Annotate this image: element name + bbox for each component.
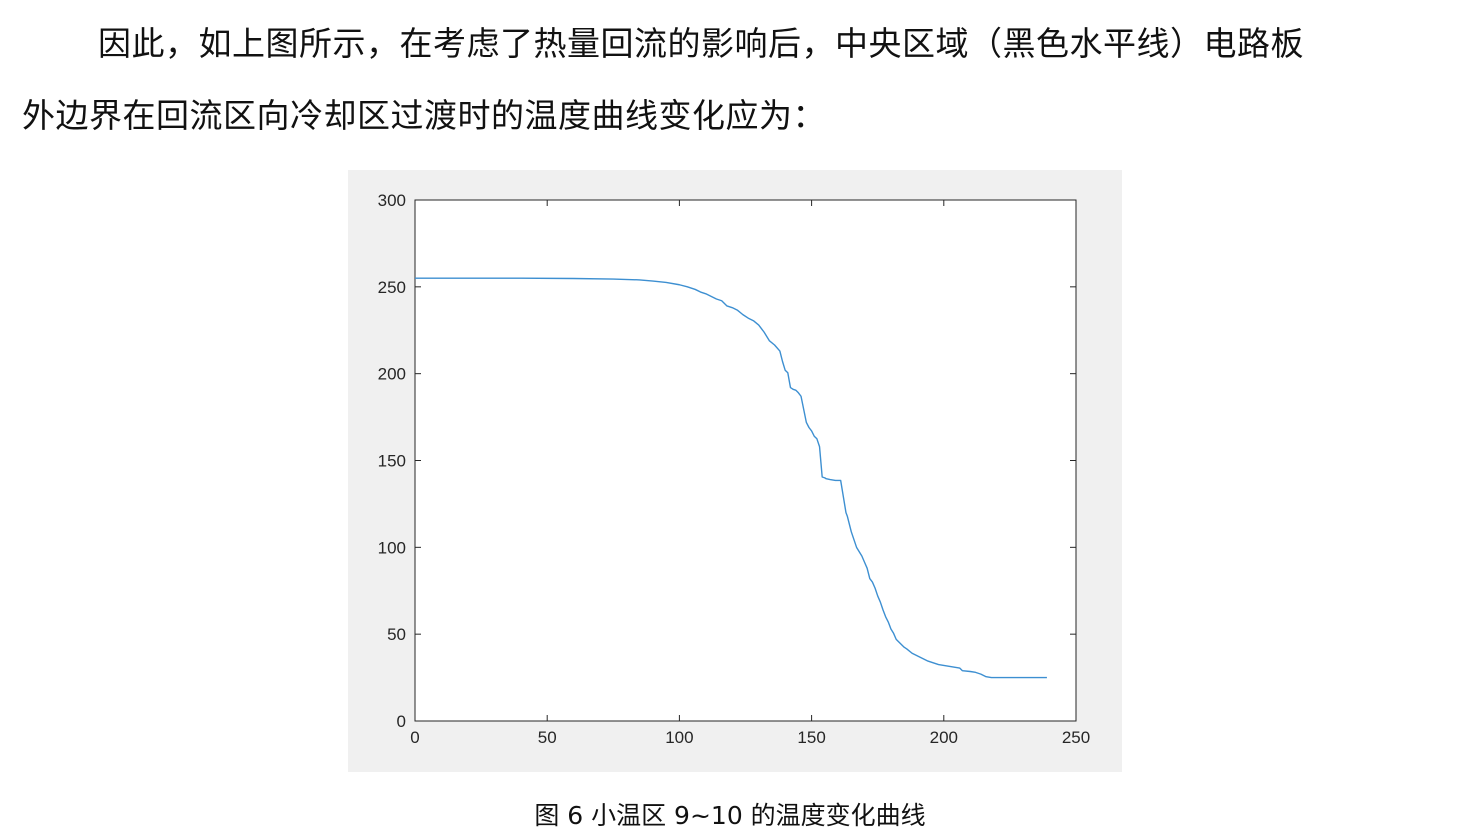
figure-caption: 图 6 小温区 9~10 的温度变化曲线 xyxy=(534,801,926,830)
y-tick-label-200: 200 xyxy=(378,365,406,384)
y-tick-label-0: 0 xyxy=(397,712,406,731)
y-tick-label-150: 150 xyxy=(378,452,406,471)
x-tick-label-50: 50 xyxy=(538,728,557,747)
y-tick-label-100: 100 xyxy=(378,538,406,557)
series-group xyxy=(415,277,1047,679)
y-tick-label-50: 50 xyxy=(387,625,406,644)
paragraph-line-2: 外边界在回流区向冷却区过渡时的温度曲线变化应为： xyxy=(22,96,826,135)
x-tick-label-200: 200 xyxy=(930,728,958,747)
series-line-0 xyxy=(415,277,1047,679)
body-paragraph: 因此，如上图所示，在考虑了热量回流的影响后，中央区域（黑色水平线）电路板 外边界… xyxy=(22,8,1452,152)
temperature-line-chart: 0 50 100 150 200 250 0 50 100 150 200 250 300 xyxy=(378,191,1091,747)
axis-tick-labels: 0 50 100 150 200 250 0 50 100 150 200 250 300 xyxy=(378,191,1091,747)
x-tick-label-0: 0 xyxy=(410,728,419,747)
axis-ticks xyxy=(414,199,1077,722)
y-tick-label-250: 250 xyxy=(378,278,406,297)
figure-panel: 0 50 100 150 200 250 0 50 100 150 200 250 300 xyxy=(348,170,1122,772)
x-tick-label-250: 250 xyxy=(1062,728,1090,747)
y-tick-label-300: 300 xyxy=(378,191,406,210)
paragraph-line-1: 因此，如上图所示，在考虑了热量回流的影响后，中央区域（黑色水平线）电路板 xyxy=(98,24,1304,63)
plot-area xyxy=(414,199,1077,722)
x-tick-label-100: 100 xyxy=(665,728,693,747)
x-tick-label-150: 150 xyxy=(797,728,825,747)
